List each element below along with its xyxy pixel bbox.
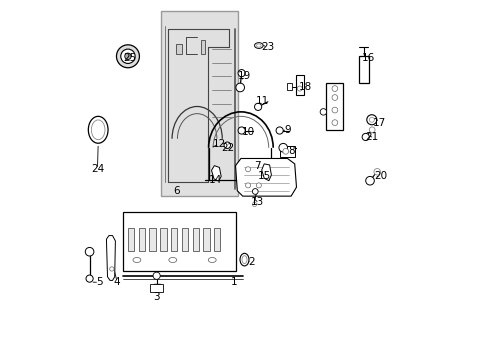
Text: 21: 21 (365, 132, 378, 142)
Ellipse shape (88, 116, 108, 143)
Text: 12: 12 (212, 139, 225, 149)
Circle shape (121, 49, 135, 63)
Text: 16: 16 (361, 53, 374, 63)
Text: 5: 5 (96, 277, 102, 287)
Circle shape (320, 109, 326, 115)
Circle shape (116, 45, 139, 68)
Bar (175, 44, 182, 54)
Circle shape (245, 183, 250, 188)
Bar (358, 56, 368, 83)
Circle shape (331, 86, 337, 91)
Circle shape (366, 115, 376, 125)
Circle shape (235, 83, 244, 92)
Circle shape (85, 247, 94, 256)
Circle shape (368, 117, 373, 122)
Bar (122, 212, 235, 271)
Bar (150, 284, 163, 292)
Text: 4: 4 (114, 277, 120, 287)
Circle shape (252, 202, 256, 207)
Ellipse shape (133, 257, 141, 262)
Text: 7: 7 (253, 161, 260, 171)
Text: 23: 23 (261, 42, 274, 52)
Text: 10: 10 (241, 127, 254, 136)
Text: 3: 3 (153, 292, 160, 302)
Text: 25: 25 (123, 53, 136, 63)
Bar (192, 228, 199, 251)
Circle shape (365, 176, 373, 185)
Text: 2: 2 (248, 257, 254, 267)
Circle shape (278, 143, 287, 152)
Bar (182, 228, 188, 251)
Ellipse shape (242, 256, 246, 264)
Circle shape (238, 69, 244, 77)
Bar (161, 12, 238, 196)
Circle shape (153, 272, 160, 279)
Circle shape (252, 189, 258, 194)
Text: 24: 24 (91, 164, 104, 174)
Bar (171, 228, 177, 251)
Polygon shape (106, 235, 115, 280)
Text: 17: 17 (371, 118, 385, 128)
Circle shape (373, 168, 380, 175)
Text: 6: 6 (173, 186, 179, 196)
Circle shape (256, 183, 261, 188)
Bar (203, 228, 209, 251)
Circle shape (86, 275, 93, 282)
Text: 1: 1 (230, 277, 237, 287)
Bar (295, 75, 303, 95)
Circle shape (282, 148, 288, 154)
Ellipse shape (91, 120, 105, 140)
Circle shape (124, 53, 131, 59)
Bar (160, 228, 166, 251)
Bar (201, 40, 204, 54)
Ellipse shape (208, 257, 216, 262)
Bar (149, 228, 156, 251)
Bar (128, 228, 134, 251)
Text: 8: 8 (287, 146, 294, 156)
Circle shape (245, 167, 250, 172)
Text: 22: 22 (221, 143, 235, 153)
Circle shape (331, 120, 337, 126)
Bar (214, 228, 220, 251)
Ellipse shape (254, 42, 263, 48)
Ellipse shape (240, 253, 248, 266)
Circle shape (368, 127, 374, 133)
Text: 9: 9 (284, 125, 290, 135)
Circle shape (109, 267, 114, 271)
Circle shape (238, 127, 244, 134)
Circle shape (331, 95, 337, 100)
Bar (280, 146, 294, 157)
Polygon shape (211, 166, 221, 181)
Circle shape (297, 86, 302, 91)
Circle shape (331, 107, 337, 113)
Bar (325, 83, 343, 130)
Ellipse shape (256, 44, 261, 47)
Bar (139, 228, 145, 251)
Text: 20: 20 (373, 171, 386, 181)
Circle shape (224, 142, 230, 148)
Text: 14: 14 (209, 175, 222, 185)
Bar (286, 83, 292, 90)
Polygon shape (261, 164, 271, 181)
Polygon shape (235, 158, 296, 196)
Circle shape (276, 127, 283, 134)
Text: 15: 15 (257, 171, 270, 181)
Text: 19: 19 (237, 71, 251, 81)
Text: 11: 11 (255, 96, 268, 106)
Text: 13: 13 (250, 197, 263, 207)
Circle shape (254, 103, 261, 111)
Circle shape (362, 134, 368, 140)
Ellipse shape (168, 257, 176, 262)
Text: 18: 18 (298, 82, 311, 92)
